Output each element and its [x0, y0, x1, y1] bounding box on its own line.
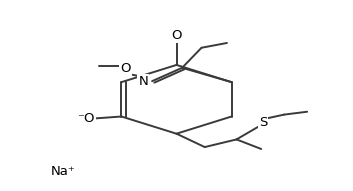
Text: N: N — [138, 75, 148, 88]
Text: S: S — [259, 116, 267, 129]
Text: O: O — [171, 29, 182, 42]
Text: O: O — [120, 62, 131, 75]
Text: ⁻O: ⁻O — [77, 112, 95, 125]
Text: Na⁺: Na⁺ — [51, 165, 76, 178]
